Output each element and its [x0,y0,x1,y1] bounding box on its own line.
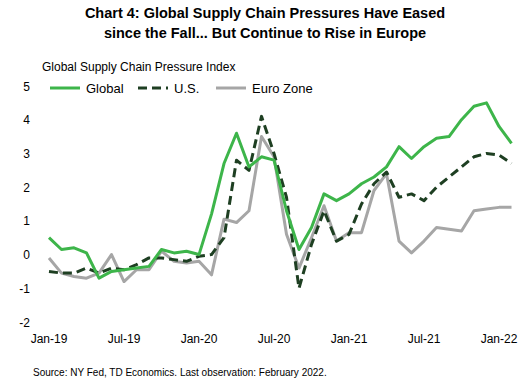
y-tick-label: 4 [23,113,30,127]
legend-swatch [216,87,246,90]
y-tick-label: -1 [19,282,30,296]
series-line [49,137,512,282]
y-tick-label: 1 [23,214,30,228]
legend-label: Global [86,81,124,96]
y-tick-label: 2 [23,181,30,195]
title: since the Fall... But Continue to Rise i… [104,25,426,41]
title: Chart 4: Global Supply Chain Pressures H… [85,5,445,21]
x-tick-label: Jul-19 [108,332,141,346]
y-tick-label: 5 [23,80,30,94]
x-tick-label: Jan-20 [181,332,218,346]
chart: Chart 4: Global Supply Chain Pressures H… [0,0,519,385]
axis-label: Global Supply Chain Pressure Index [42,60,235,74]
x-tick-label: Jan-22 [481,332,518,346]
legend-swatch [138,87,168,90]
series-line [49,116,512,288]
legend-label: U.S. [174,81,199,96]
x-tick-label: Jul-21 [408,332,441,346]
x-tick-label: Jan-19 [31,332,68,346]
x-tick-label: Jul-20 [258,332,291,346]
series-line [49,103,512,278]
x-tick-label: Jan-21 [331,332,368,346]
legend-swatch [50,87,80,90]
y-tick-label: -2 [19,316,30,330]
source-note: Source: NY Fed, TD Economics. Last obser… [33,367,327,378]
legend: Global U.S. Euro Zone [50,81,313,96]
legend-label: Euro Zone [252,81,313,96]
y-tick-label: 3 [23,147,30,161]
y-tick-label: 0 [23,248,30,262]
plot-area [49,103,512,288]
